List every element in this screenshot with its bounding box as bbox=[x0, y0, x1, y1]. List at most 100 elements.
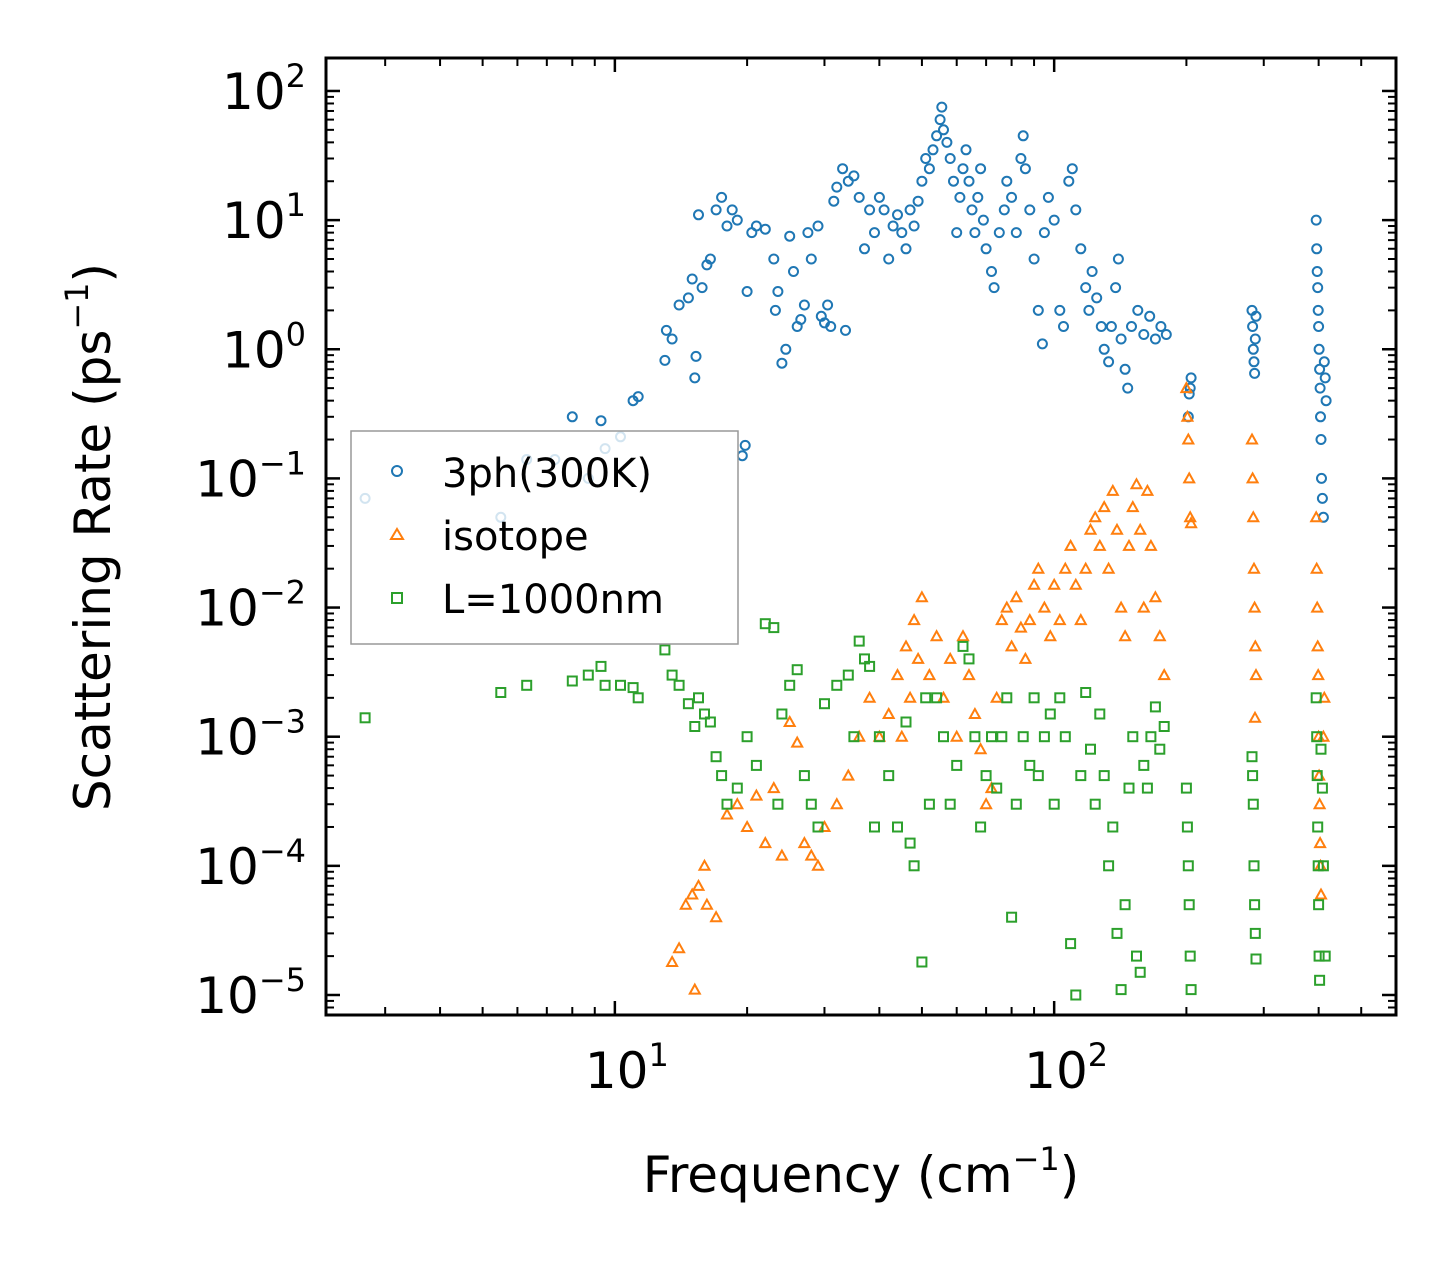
data-point bbox=[934, 114, 946, 126]
data-point bbox=[1181, 432, 1195, 445]
data-point bbox=[1315, 743, 1327, 755]
data-point bbox=[1065, 938, 1077, 950]
data-point bbox=[991, 782, 1003, 794]
data-point bbox=[672, 941, 686, 954]
data-point bbox=[954, 191, 966, 203]
data-point bbox=[1179, 381, 1194, 394]
legend: 3ph(300K) isotope L=1000nm bbox=[350, 430, 739, 645]
series-2 bbox=[359, 618, 1331, 1001]
data-point bbox=[1112, 253, 1124, 265]
data-point bbox=[805, 253, 817, 265]
data-point bbox=[1185, 984, 1197, 996]
data-point bbox=[944, 798, 956, 810]
data-point bbox=[595, 660, 607, 672]
data-point bbox=[882, 706, 896, 719]
data-point bbox=[973, 742, 988, 755]
data-point bbox=[957, 163, 969, 175]
data-point bbox=[1043, 629, 1057, 642]
data-point bbox=[1015, 153, 1027, 164]
data-point bbox=[1031, 561, 1045, 574]
data-point bbox=[1313, 321, 1325, 332]
data-point bbox=[721, 220, 733, 232]
data-point bbox=[853, 635, 865, 647]
data-point bbox=[666, 333, 678, 345]
data-point bbox=[1140, 483, 1155, 496]
data-point bbox=[980, 770, 992, 782]
data-point bbox=[1319, 372, 1331, 384]
data-point bbox=[825, 321, 837, 332]
data-point bbox=[963, 653, 975, 665]
data-point bbox=[1153, 629, 1167, 642]
data-point bbox=[1058, 561, 1072, 574]
data-point bbox=[693, 692, 704, 704]
data-point bbox=[1318, 356, 1330, 368]
data-point bbox=[1006, 911, 1018, 923]
tick-label: 10−4 bbox=[195, 832, 306, 896]
data-point bbox=[883, 253, 895, 265]
plot-frame bbox=[324, 56, 1398, 1017]
data-point bbox=[915, 590, 929, 603]
data-point bbox=[859, 243, 870, 255]
data-point bbox=[697, 858, 712, 871]
data-point bbox=[1311, 668, 1325, 681]
data-point bbox=[968, 706, 982, 719]
legend-marker-3ph bbox=[391, 465, 403, 477]
data-point bbox=[830, 797, 844, 810]
data-point bbox=[615, 679, 626, 691]
data-point bbox=[1001, 175, 1013, 187]
data-point bbox=[599, 679, 611, 691]
data-point bbox=[1119, 899, 1131, 911]
data-point bbox=[495, 687, 507, 698]
data-point bbox=[1083, 522, 1098, 535]
data-point bbox=[1114, 600, 1128, 613]
data-point bbox=[831, 181, 843, 193]
data-point bbox=[1038, 227, 1050, 239]
data-point bbox=[995, 613, 1009, 626]
data-point bbox=[1154, 743, 1166, 755]
data-point bbox=[1316, 472, 1327, 484]
y-axis-title: Scattering Rate (ps−1) bbox=[58, 263, 122, 811]
data-point bbox=[923, 163, 935, 175]
data-point bbox=[908, 860, 920, 872]
data-point bbox=[1182, 860, 1194, 872]
x-axis-title: Frequency (cm−1) bbox=[643, 1140, 1080, 1204]
data-point bbox=[869, 821, 880, 833]
data-point bbox=[689, 372, 701, 384]
data-point bbox=[1063, 538, 1078, 551]
data-point bbox=[1310, 600, 1324, 613]
tick-label: 101 bbox=[585, 1036, 669, 1100]
legend-label-isotope: isotope bbox=[442, 514, 589, 560]
data-point bbox=[812, 220, 824, 232]
data-point bbox=[1245, 471, 1260, 484]
data-point bbox=[927, 144, 939, 156]
data-point bbox=[1133, 522, 1147, 535]
data-point bbox=[1075, 770, 1087, 782]
data-point bbox=[1314, 974, 1326, 986]
data-point bbox=[1184, 516, 1198, 529]
data-point bbox=[944, 153, 956, 164]
tick-label: 10−2 bbox=[195, 574, 306, 638]
data-point bbox=[864, 660, 876, 672]
data-point bbox=[709, 910, 723, 923]
data-point bbox=[1024, 204, 1036, 216]
data-point bbox=[890, 668, 905, 681]
data-point bbox=[986, 731, 997, 743]
data-point bbox=[1037, 600, 1052, 613]
data-point bbox=[938, 731, 949, 743]
data-point bbox=[1246, 510, 1260, 523]
data-point bbox=[776, 708, 788, 720]
data-point bbox=[895, 729, 909, 742]
data-point bbox=[682, 292, 694, 304]
data-point bbox=[1098, 770, 1110, 782]
data-point bbox=[660, 324, 672, 336]
data-point bbox=[1180, 409, 1195, 422]
data-point bbox=[1129, 477, 1144, 490]
data-point bbox=[912, 195, 924, 207]
data-point bbox=[659, 644, 671, 656]
data-point bbox=[1314, 363, 1326, 375]
data-point bbox=[969, 227, 981, 239]
data-point bbox=[1054, 304, 1066, 316]
data-point bbox=[710, 751, 722, 763]
data-point bbox=[1110, 522, 1124, 535]
data-point bbox=[1315, 434, 1327, 445]
